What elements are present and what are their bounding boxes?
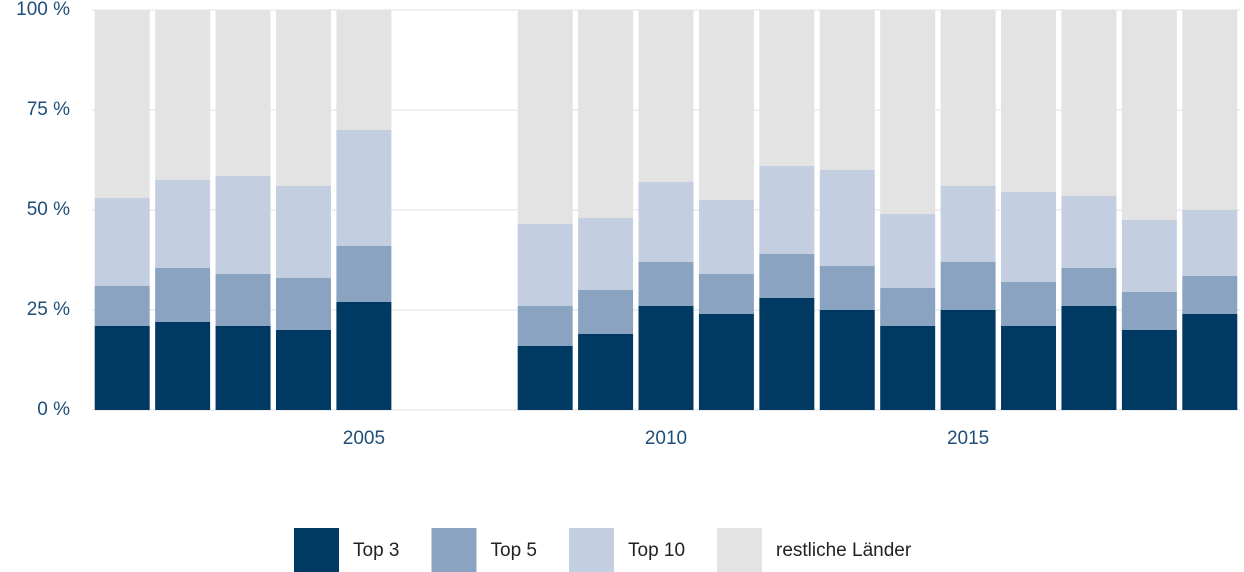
bar-segment (94, 286, 150, 326)
x-tick-label: 2010 (645, 428, 687, 449)
bar-segment (275, 10, 331, 186)
bar-segment (215, 326, 271, 410)
bar-segment (578, 218, 634, 290)
legend-swatch (294, 528, 339, 572)
y-tick-label: 100 % (16, 0, 70, 20)
bar-segment (336, 302, 392, 410)
bar-segment (759, 254, 815, 298)
bar-segment (940, 262, 996, 310)
bar-segment (759, 298, 815, 410)
bar-segment (880, 326, 936, 410)
bar-segment (578, 334, 634, 410)
bar-segment (578, 10, 634, 218)
bar-segment (1182, 10, 1238, 210)
bar-segment (880, 10, 936, 214)
bar-segment (94, 198, 150, 286)
bar-segment (517, 224, 573, 306)
bar-segment (819, 266, 875, 310)
bar-segment (1001, 10, 1057, 192)
bar-segment (698, 10, 754, 200)
y-tick-label: 75 % (27, 99, 70, 120)
bar-segment (759, 166, 815, 254)
legend-label: restliche Länder (776, 540, 912, 561)
bar-segment (215, 176, 271, 274)
bar-segment (155, 268, 211, 322)
bar-segment (698, 314, 754, 410)
bar-segment (940, 10, 996, 186)
bar-segment (94, 326, 150, 410)
bar-segment (819, 170, 875, 266)
bar-segment (155, 322, 211, 410)
y-tick-label: 25 % (27, 299, 70, 320)
bar-segment (940, 186, 996, 262)
bar-segment (698, 274, 754, 314)
legend-swatch (717, 528, 762, 572)
bar-segment (1182, 276, 1238, 314)
bar-segment (759, 10, 815, 166)
bar-segment (638, 306, 694, 410)
legend-label: Top 5 (491, 540, 537, 561)
bar-segment (940, 310, 996, 410)
x-tick-label: 2015 (947, 428, 989, 449)
bar-segment (638, 182, 694, 262)
bar-segment (880, 214, 936, 288)
bar-segment (215, 10, 271, 176)
bar-segment (819, 310, 875, 410)
bar-segment (336, 130, 392, 246)
bar-segment (155, 180, 211, 268)
bar-segment (517, 10, 573, 224)
legend-label: Top 3 (353, 540, 399, 561)
y-tick-label: 50 % (27, 199, 70, 220)
bar-segment (517, 306, 573, 346)
bar-segment (578, 290, 634, 334)
bar-segment (819, 10, 875, 170)
bar-segment (1001, 192, 1057, 282)
legend-swatch (431, 528, 477, 572)
bar-segment (1061, 196, 1117, 268)
bar-segment (1001, 282, 1057, 326)
bar-segment (638, 10, 694, 182)
bar-segment (1121, 292, 1177, 330)
bar-segment (155, 10, 211, 180)
x-tick-label: 2005 (343, 428, 385, 449)
y-tick-label: 0 % (37, 399, 70, 420)
legend-swatch (569, 528, 614, 572)
bar-segment (94, 10, 150, 198)
bar-segment (215, 274, 271, 326)
bar-segment (1001, 326, 1057, 410)
bar-segment (1061, 10, 1117, 196)
bar-segment (638, 262, 694, 306)
bar-segment (336, 246, 392, 302)
bar-segment (275, 330, 331, 410)
bar-segment (1121, 330, 1177, 410)
bar-segment (698, 200, 754, 274)
bar-segment (1061, 306, 1117, 410)
bar-segment (1061, 268, 1117, 306)
legend-label: Top 10 (628, 540, 685, 561)
bar-segment (1182, 314, 1238, 410)
bar-segment (275, 278, 331, 330)
bar-segment (517, 346, 573, 410)
bar-segment (1121, 220, 1177, 292)
bar-segment (880, 288, 936, 326)
bar-segment (1121, 10, 1177, 220)
bar-segment (1182, 210, 1238, 276)
bar-segment (336, 10, 392, 130)
bar-segment (275, 186, 331, 278)
